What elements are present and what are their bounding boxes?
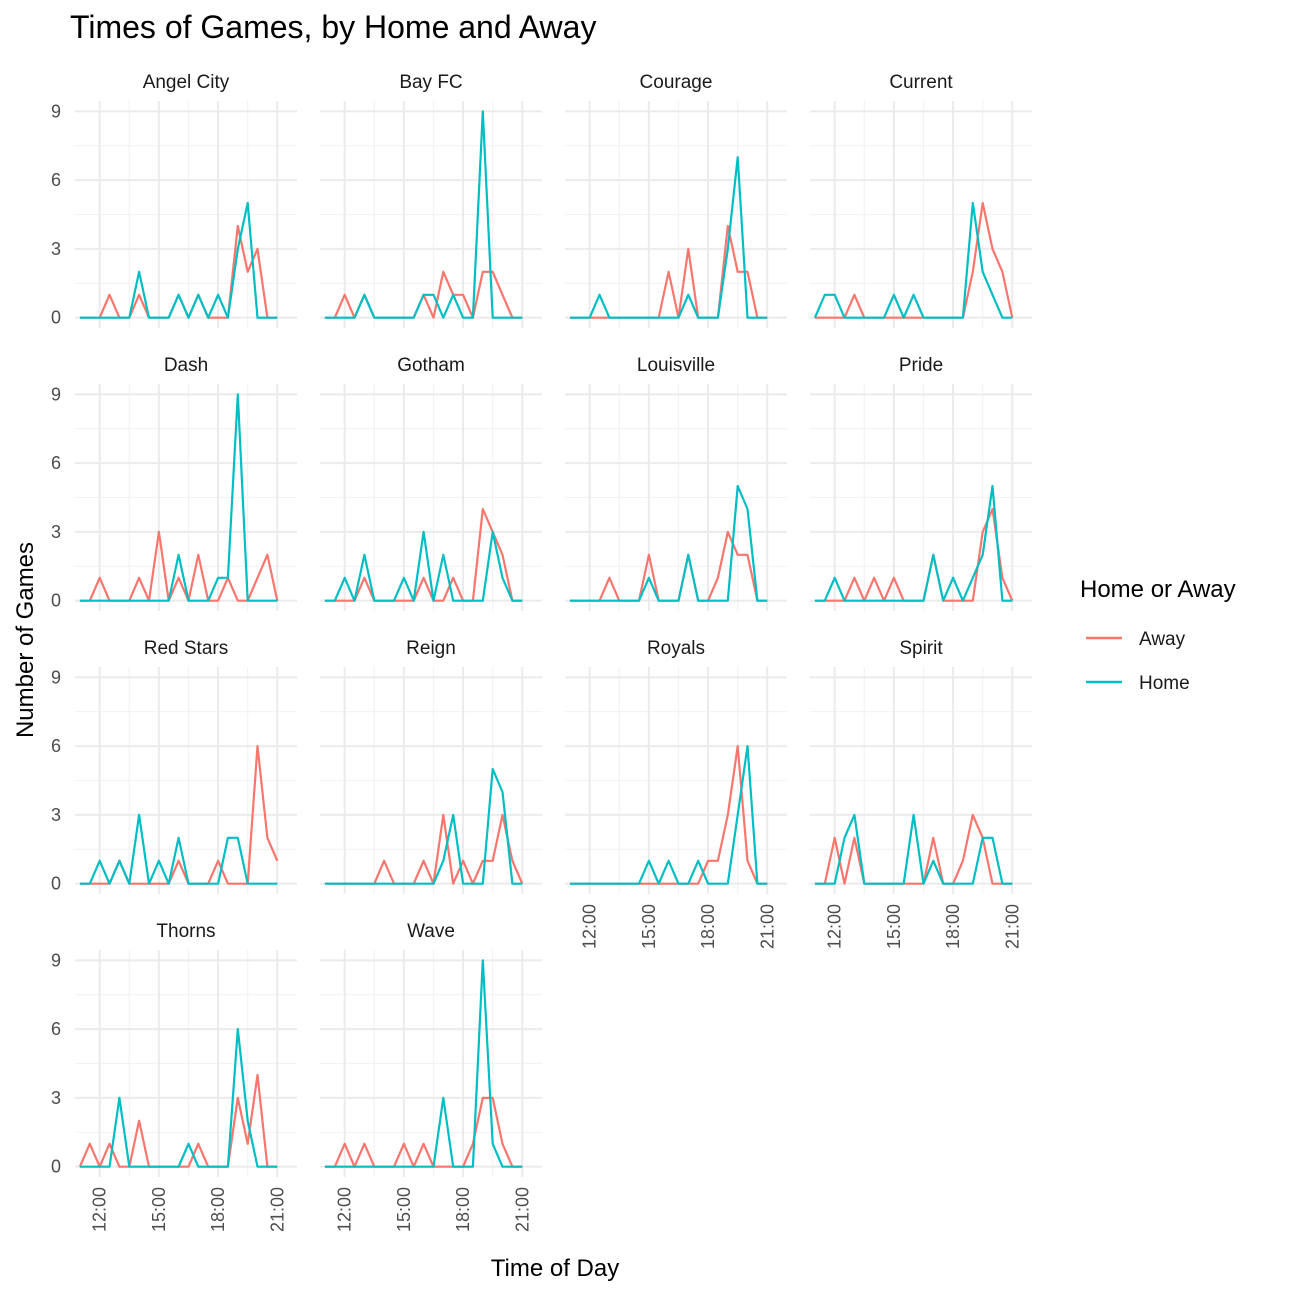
y-tick-label: 6 (51, 170, 61, 190)
legend-label-away: Away (1139, 629, 1186, 650)
series-line-home (814, 813, 1013, 885)
panel-strip-label: Bay FC (399, 72, 462, 93)
legend-label-home: Home (1139, 673, 1190, 694)
y-tick-label: 3 (51, 522, 61, 542)
panel-strip-label: Current (889, 72, 953, 93)
panel-angel-city: Angel City 0 3 6 9 (51, 72, 297, 328)
series-line-home (79, 201, 278, 319)
panel-strip-label: Gotham (397, 355, 465, 376)
series-line-away (814, 813, 1013, 885)
y-tick-label: 0 (51, 874, 61, 894)
panel-bay-fc: Bay FC (320, 72, 542, 328)
panel-strip-label: Reign (406, 638, 456, 659)
x-tick-label: 18:00 (943, 904, 963, 949)
x-tick-label: 18:00 (453, 1187, 473, 1232)
panel-royals: Royals 12:00 15:00 18:00 21:00 (565, 638, 787, 949)
series-line-home (324, 110, 523, 319)
y-axis-title: Number of Games (12, 542, 39, 738)
panel-red-stars: Red Stars 0 3 6 9 (51, 638, 297, 894)
x-tick-label: 21:00 (267, 1187, 287, 1232)
series-line-home (324, 959, 523, 1168)
series-line-away (814, 201, 1014, 319)
series-line-away (324, 507, 523, 602)
panel-strip-label: Red Stars (144, 638, 228, 659)
panel-current: Current (810, 72, 1032, 328)
y-tick-label: 9 (51, 384, 61, 404)
x-tick-label: 12:00 (90, 1187, 110, 1232)
x-tick-label: 18:00 (698, 904, 718, 949)
panel-louisville: Louisville (565, 355, 787, 611)
x-tick-label: 15:00 (639, 904, 659, 949)
panel-spirit: Spirit 12:00 15:00 18:00 21:00 (810, 638, 1032, 949)
y-tick-label: 9 (51, 101, 61, 121)
y-tick-label: 6 (51, 736, 61, 756)
chart-title: Times of Games, by Home and Away (70, 9, 596, 45)
panel-strip-label: Courage (640, 72, 713, 93)
legend: Home or Away Away Home (1080, 576, 1236, 694)
x-tick-label: 12:00 (335, 1187, 355, 1232)
panel-strip-label: Pride (899, 355, 943, 376)
panel-strip-label: Spirit (899, 638, 943, 659)
x-tick-label: 21:00 (512, 1187, 532, 1232)
series-line-away (569, 224, 768, 319)
panel-courage: Courage (565, 72, 787, 328)
panel-strip-label: Dash (164, 355, 208, 376)
x-axis-title: Time of Day (491, 1255, 619, 1282)
panel-dash: Dash 0 3 6 9 (51, 355, 297, 611)
x-tick-label: 21:00 (1002, 904, 1022, 949)
x-tick-label: 15:00 (884, 904, 904, 949)
panel-strip-label: Angel City (143, 72, 230, 93)
y-tick-label: 3 (51, 805, 61, 825)
y-tick-label: 0 (51, 308, 61, 328)
y-tick-label: 0 (51, 1157, 61, 1177)
y-tick-label: 3 (51, 239, 61, 259)
panel-strip-label: Wave (407, 921, 455, 942)
panels-layer: Angel City 0 3 6 9 Bay FC Courage Current Dash 0 3… (51, 72, 1032, 1232)
series-line-home (324, 767, 523, 885)
x-tick-label: 21:00 (757, 904, 777, 949)
x-tick-label: 12:00 (580, 904, 600, 949)
x-tick-label: 12:00 (825, 904, 845, 949)
x-tick-label: 18:00 (208, 1187, 228, 1232)
series-line-home (79, 1027, 278, 1168)
legend-title: Home or Away (1080, 576, 1236, 603)
series-line-home (324, 530, 523, 602)
series-line-home (813, 201, 1013, 319)
panel-strip-label: Louisville (637, 355, 715, 376)
x-tick-label: 15:00 (149, 1187, 169, 1232)
series-line-home (79, 813, 278, 885)
series-line-home (569, 744, 768, 885)
panel-strip-label: Thorns (156, 921, 215, 942)
y-tick-label: 9 (51, 950, 61, 970)
panel-gotham: Gotham (320, 355, 542, 611)
x-tick-label: 15:00 (394, 1187, 414, 1232)
series-line-home (569, 156, 768, 319)
y-tick-label: 0 (51, 591, 61, 611)
panel-strip-label: Royals (647, 638, 705, 659)
panel-thorns: Thorns 0 3 6 9 12:00 15:00 18:00 21:00 (51, 921, 297, 1232)
panel-pride: Pride (810, 355, 1032, 611)
panel-wave: Wave 12:00 15:00 18:00 21:00 (320, 921, 542, 1232)
panel-reign: Reign (320, 638, 542, 894)
series-line-home (814, 484, 1013, 602)
series-line-home (79, 393, 278, 602)
series-line-home (569, 484, 768, 602)
y-tick-label: 6 (51, 1019, 61, 1039)
y-tick-label: 6 (51, 453, 61, 473)
y-tick-label: 3 (51, 1088, 61, 1108)
y-tick-label: 9 (51, 667, 61, 687)
